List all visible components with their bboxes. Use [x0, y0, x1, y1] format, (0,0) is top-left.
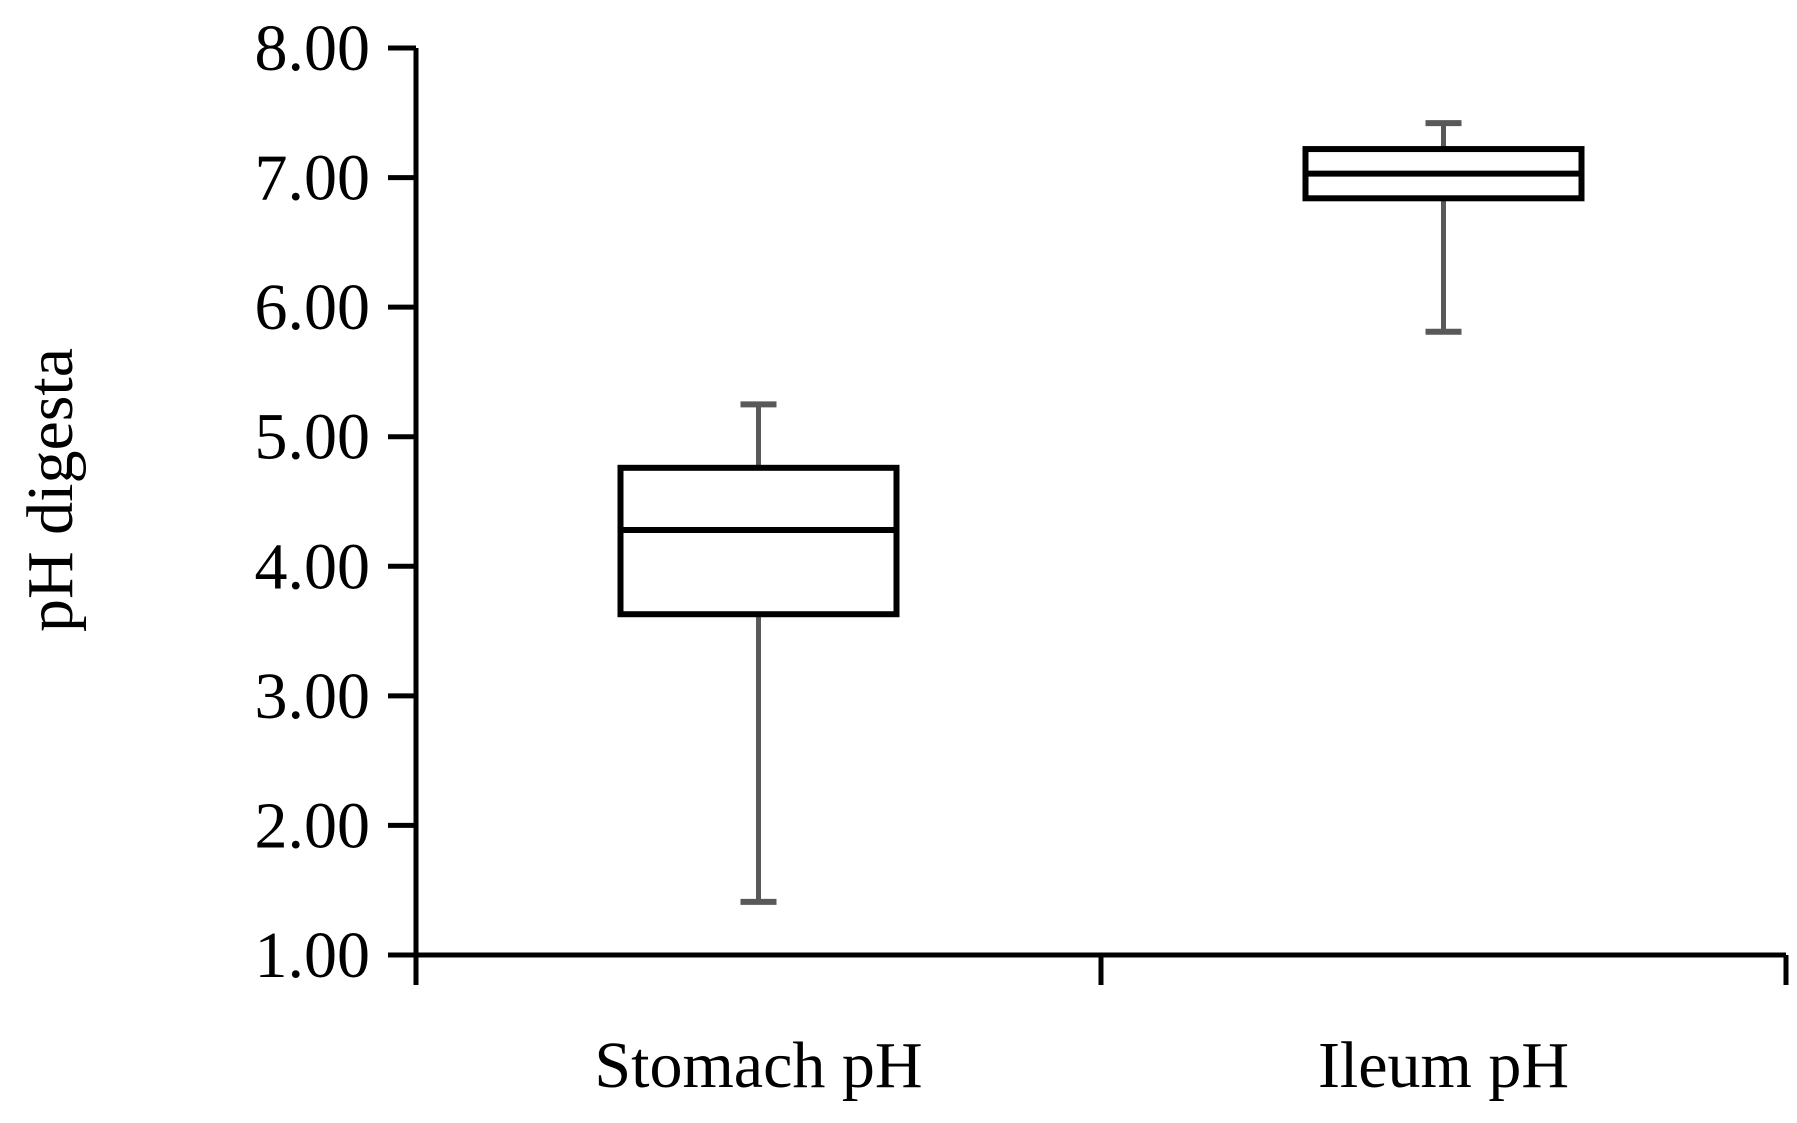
x-category-label: Stomach pH [594, 1029, 922, 1102]
iqr-box [617, 464, 900, 618]
box-ileum [1302, 120, 1585, 335]
y-tick-label: 3.00 [255, 660, 371, 733]
y-tick-label: 5.00 [255, 401, 371, 474]
y-tick-label: 4.00 [255, 530, 371, 603]
y-tick-label: 8.00 [255, 12, 371, 85]
y-tick-label: 7.00 [255, 142, 371, 215]
box-stomach [617, 401, 900, 905]
y-tick-label: 6.00 [255, 271, 371, 344]
y-axis-title: pH digesta [14, 348, 87, 632]
y-tick-label: 2.00 [255, 789, 371, 862]
y-tick-label: 1.00 [255, 919, 371, 992]
x-category-label: Ileum pH [1318, 1029, 1569, 1102]
